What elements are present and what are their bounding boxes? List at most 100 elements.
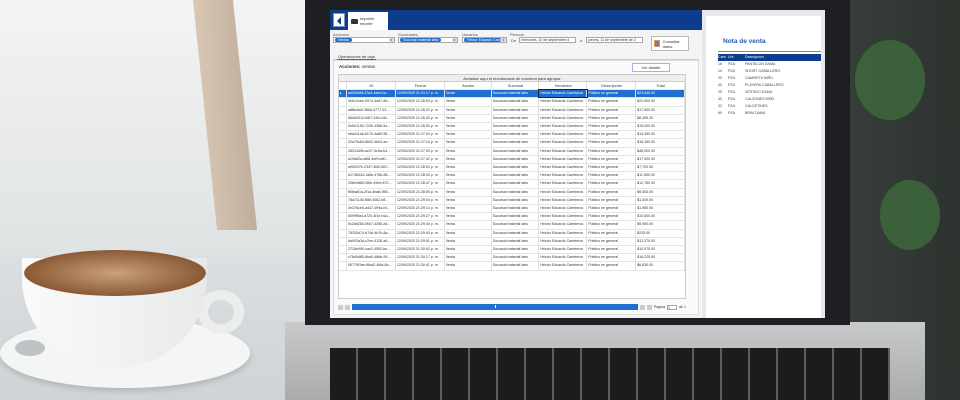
table-row-cell: $6,830.00 [636,262,685,270]
group-by-hint: Arrastrar aquí el encabezado de columna … [339,75,685,82]
date-from-input[interactable]: miércoles, 10 de septiembre d [519,37,576,43]
table-row[interactable]: 2831449b-ac07-4c5a-b4... 12/09/2025 21:27… [339,147,685,156]
page-input[interactable]: 1 [667,304,677,310]
table-row[interactable]: 6a903a3d-c2ee-4128-a6... 12/09/2025 21:29… [339,237,685,246]
table-row-cell: Venta [445,114,492,122]
view-detail-button[interactable]: Ver detalle [632,63,670,72]
actions-value: ventas [361,64,376,69]
table-row-cell: 12/09/2025 21:29:14 p. m. [396,205,445,213]
table-row-cell: Público en general [587,237,637,245]
table-row-cell: $48,000.00 [636,147,685,155]
next-page-button[interactable] [639,304,645,310]
divider [718,51,821,52]
column-header[interactable]: ID Fecha Acción Sucursal Vendedor Descripción… [339,82,685,91]
usuarios-chip[interactable]: Héctor Eduardo Cam [464,38,501,42]
row-indicator [339,237,347,245]
report-cell: 60 [718,111,722,115]
table-row-cell: Público en general [587,213,637,221]
table-row[interactable]: e6a411a6-6176-4a80-98... 12/09/2025 21:27… [339,131,685,140]
table-row-cell: Héctor Eduardo Camberos [539,229,588,237]
table-row[interactable]: a19a62a-a6f8-4ef9-b80... 12/09/2025 21:27… [339,155,685,164]
report-cell: 10 [718,69,722,73]
chevron-down-icon[interactable]: ▾ [501,38,506,42]
acciones-select[interactable]: Ventas ▾ [333,37,395,43]
table-row-cell: $1,540.00 [636,196,685,204]
table-row[interactable]: 66e83310-b8f7-430c-b8... 12/09/2025 21:26… [339,114,685,123]
row-indicator [339,172,347,180]
table-row[interactable]: 2e9e1150-7236-4386-9a... 12/09/2025 21:26… [339,123,685,132]
operations-panel: Acciones: ventas Ver detalle Arrastrar a… [333,60,699,315]
table-row-cell: Héctor Eduardo Camberos [539,213,588,221]
table-row-cell: Venta [445,164,492,172]
table-row[interactable]: f65ba81a-2f1a-4ba8-955... 12/09/2025 21:2… [339,188,685,197]
report-preview: Nota de venta Cant Uni Descripción 16 PZA PAN… [702,10,825,318]
table-row-cell: Venta [445,131,492,139]
table-row[interactable]: 2718e990-cac2-4552-be... 12/09/2025 21:30… [339,246,685,255]
table-row[interactable]: 32a75c8d-8642-4b04-ae... 12/09/2025 21:27… [339,139,685,148]
table-row-cell: Héctor Eduardo Camberos [539,262,588,270]
chevron-down-icon[interactable]: ▾ [452,38,457,42]
acciones-label: Acciones [333,32,350,37]
table-row[interactable]: c76d0d85-6ba0-48db-99... 12/09/2025 21:30… [339,254,685,263]
sucursales-select[interactable]: Sucursal material labs ▾ [398,37,458,43]
table-row[interactable]: 4e376ce5-a447-499a-b0... 12/09/2025 21:29… [339,205,685,214]
back-button[interactable] [333,13,345,27]
date-to-input[interactable]: jueves, 11 de septiembre de 2 [586,37,643,43]
table-row[interactable]: ▸ ad530d6f-47a4-4aee-bc... 12/09/2025 21:2… [339,89,685,99]
table-row-cell: 2831449b-ac07-4c5a-b4... [347,147,396,155]
table-row-cell: Venta [445,221,492,229]
chevron-down-icon[interactable]: ▾ [389,38,394,42]
row-indicator [339,221,347,229]
table-row-cell: Héctor Eduardo Camberos [539,196,588,204]
horizontal-scrollbar[interactable] [352,304,638,310]
table-row-cell: Público en general [587,155,637,163]
prev-page-button[interactable] [345,304,350,310]
table-row[interactable]: 78330d74-b74d-4b7b-8a... 12/09/2025 21:29… [339,229,685,238]
tab-operaciones-caja[interactable]: Operaciones de caja [337,54,376,60]
table-row[interactable]: 208e0889-0f6e-49b9-872... 12/09/2025 21:2… [339,180,685,189]
table-row-cell: Sucursal material labs [492,188,540,196]
table-row[interactable]: 8099f5a4-a720-4f1e-b1a... 12/09/2025 21:2… [339,213,685,222]
table-row[interactable]: 06779f3ae-f6ba2-4f6a-8a... 12/09/2025 21:… [339,262,685,271]
table-row[interactable]: 9c2a6260-0b07-4256-a4... 12/09/2025 21:29… [339,221,685,230]
table-row-cell: $14,350.00 [636,131,685,139]
report-row: 40 PZA PLAYERA CABALLERO [718,82,821,89]
table-row-cell: Público en general [587,229,637,237]
sucursales-chip[interactable]: Sucursal material labs [400,38,442,42]
table-row-cell: 78330d74-b74d-4b7b-8a... [347,229,396,237]
consult-data-button[interactable]: Consultar datos [651,36,689,51]
table-row-cell: Héctor Eduardo Camberos [539,237,588,245]
table-row-cell: Héctor Eduardo Camberos [539,123,588,131]
table-row[interactable]: a9002f7e-2347-4fd0-857... 12/09/2025 21:2… [339,164,685,173]
table-row[interactable]: a8f6c6a9-386d-4777-91... 12/09/2025 21:26… [339,106,685,115]
table-row[interactable]: 0e612cee-0974-4e67-8d... 12/09/2025 21:26… [339,98,685,107]
report-cell: CAMISETA NIÑO [745,76,773,80]
row-indicator [339,229,347,237]
table-row-cell: Héctor Eduardo Camberos [539,188,588,196]
table-row-cell: $8,499.20 [636,114,685,122]
page-count: de 1 [679,305,686,309]
periodo-label: Periodo [510,32,524,37]
report-cell: PZA [728,111,735,115]
table-row[interactable]: b1738444-1d6b-478b-86... 12/09/2025 21:28… [339,172,685,181]
print-report-tab[interactable]: Imprimir reporte [348,12,388,30]
table-row-cell: Héctor Eduardo Camberos [538,89,589,99]
row-indicator [339,254,347,262]
consult-label: Consultar datos [662,38,680,49]
first-page-button[interactable] [338,304,343,310]
table-row-cell: a8f6c6a9-386d-4777-91... [347,106,396,114]
usuarios-select[interactable]: Héctor Eduardo Cam ▾ [462,37,507,43]
pager: Página 1 de 1 [338,303,686,311]
report-row: 16 PZA PANTALON DAMA [718,61,821,68]
table-row-cell: Venta [445,172,492,180]
row-indicator [339,147,347,155]
table-row-cell: $225.00 [636,229,685,237]
table-row-cell: $9,500.00 [636,188,685,196]
last-page-button[interactable] [646,304,652,310]
table-row-cell: Venta [445,123,492,131]
acciones-chip[interactable]: Ventas [335,38,352,42]
table-row-cell: Público en general [587,205,637,213]
table-row-cell: 12/09/2025 21:30:41 p. m. [396,262,445,270]
table-row[interactable]: 78a71140-f66f-4062-b8... 12/09/2025 21:29… [339,196,685,205]
report-row: 25 PZA VESTIDO DAMA [718,89,821,96]
